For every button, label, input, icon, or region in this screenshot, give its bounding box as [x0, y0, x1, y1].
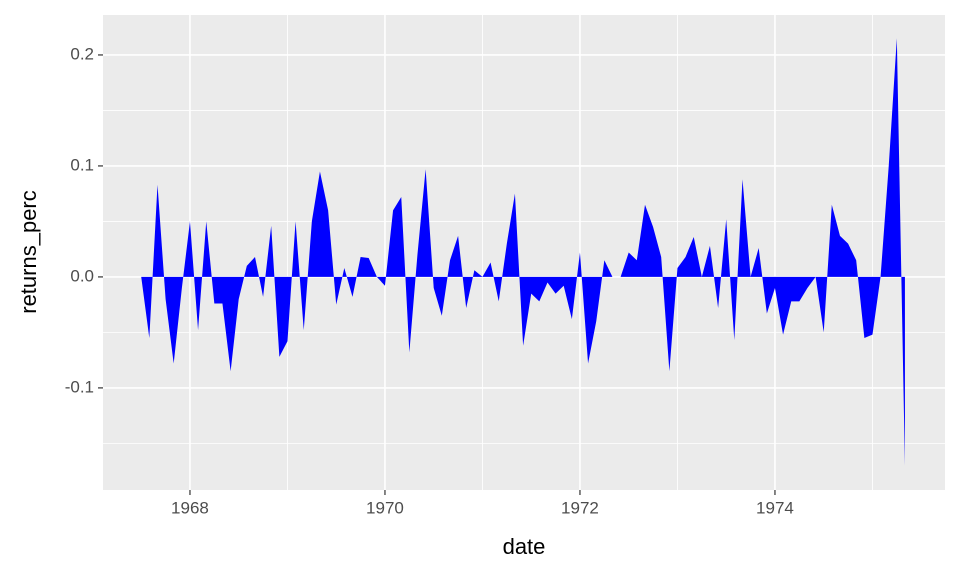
x-tick-label: 1968: [171, 498, 209, 517]
area: [141, 38, 905, 466]
y-axis-title: returns_perc: [16, 190, 41, 314]
y-tick-label: 0.2: [70, 44, 94, 63]
x-tick-label: 1972: [561, 498, 599, 517]
x-tick-label: 1970: [366, 498, 404, 517]
y-tick-label: 0.0: [70, 266, 94, 285]
y-tick-label: -0.1: [65, 377, 94, 396]
y-tick-label: 0.1: [70, 155, 94, 174]
x-tick-label: 1974: [756, 498, 794, 517]
plot-panel: [103, 15, 945, 490]
x-axis-title: date: [503, 534, 546, 559]
